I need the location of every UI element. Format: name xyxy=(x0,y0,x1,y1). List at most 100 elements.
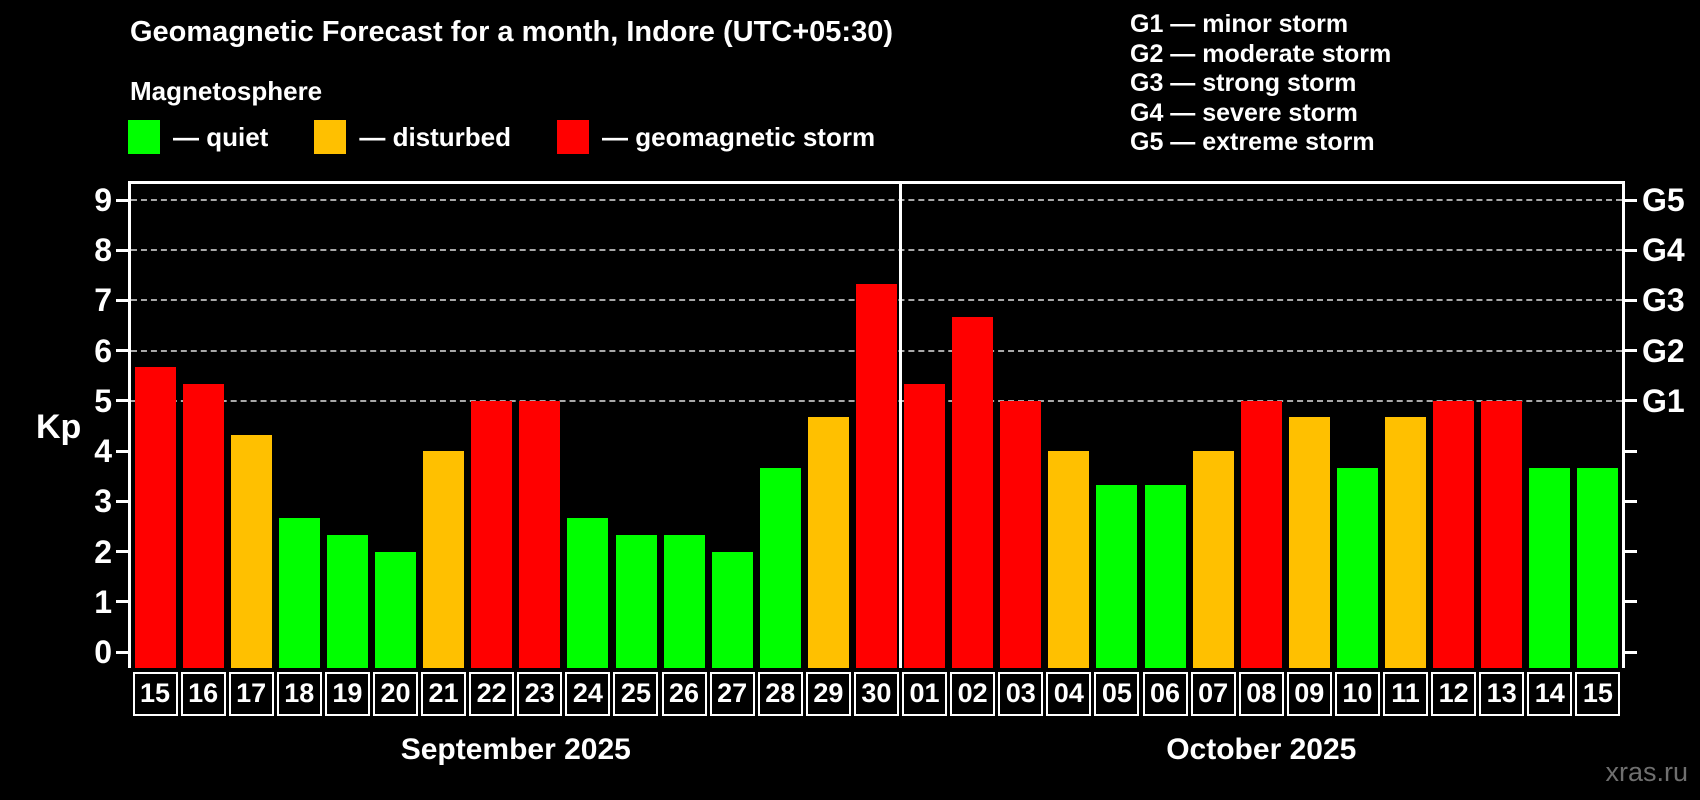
kp-bar-day-20 xyxy=(375,551,417,668)
day-cell-oct-03: 03 xyxy=(998,672,1044,716)
kp-bar-day-19 xyxy=(326,535,368,668)
kp-bar-day-02 xyxy=(952,317,994,668)
kp-bar-day-14 xyxy=(1529,467,1571,668)
day-cell-oct-10: 10 xyxy=(1334,672,1380,716)
legend-label-disturbed: — disturbed xyxy=(359,121,512,152)
grid-line-kp8 xyxy=(131,249,1622,252)
day-cell-sep-16: 16 xyxy=(180,672,226,716)
g-axis-label-g5: G5 xyxy=(1642,182,1685,219)
legend-item-quiet: — quiet xyxy=(128,120,268,154)
y-tick-left-8 xyxy=(116,248,128,252)
kp-bar-day-04 xyxy=(1048,451,1090,668)
plot-area xyxy=(131,184,1622,668)
day-cell-oct-07: 07 xyxy=(1190,672,1236,716)
day-cell-oct-13: 13 xyxy=(1479,672,1525,716)
kp-bar-day-21 xyxy=(423,451,465,668)
kp-bar-chart-plot xyxy=(128,181,1625,668)
kp-bar-day-12 xyxy=(1433,400,1475,668)
day-cell-sep-27: 27 xyxy=(709,672,755,716)
g-legend-line-g3: G3 — strong storm xyxy=(1130,69,1357,98)
day-cell-sep-22: 22 xyxy=(469,672,515,716)
day-cell-sep-29: 29 xyxy=(805,672,851,716)
legend-item-storm: — geomagnetic storm xyxy=(557,120,875,154)
day-cell-sep-26: 26 xyxy=(661,672,707,716)
kp-bar-day-15 xyxy=(134,367,176,668)
y-tick-label-7: 7 xyxy=(94,282,112,319)
kp-bar-day-27 xyxy=(711,551,753,668)
kp-bar-day-03 xyxy=(1000,400,1042,668)
y-tick-right-6 xyxy=(1625,349,1637,353)
g-axis-label-g3: G3 xyxy=(1642,282,1685,319)
day-cell-sep-15: 15 xyxy=(132,672,178,716)
y-tick-right-9 xyxy=(1625,198,1637,202)
kp-bar-day-01 xyxy=(904,384,946,668)
g-legend-line-g5: G5 — extreme storm xyxy=(1130,128,1375,157)
day-cell-oct-02: 02 xyxy=(950,672,996,716)
legend: — quiet — disturbed — geomagnetic storm xyxy=(128,120,875,154)
month-label-september: September 2025 xyxy=(400,733,631,766)
kp-bar-day-25 xyxy=(615,535,657,668)
day-cell-sep-17: 17 xyxy=(228,672,274,716)
kp-bar-day-08 xyxy=(1240,400,1282,668)
y-axis-title: Kp xyxy=(36,408,82,446)
day-cell-sep-25: 25 xyxy=(613,672,659,716)
y-tick-left-7 xyxy=(116,298,128,302)
y-tick-right-1 xyxy=(1625,600,1637,604)
day-cell-sep-24: 24 xyxy=(565,672,611,716)
kp-bar-day-10 xyxy=(1336,467,1378,668)
day-cell-sep-20: 20 xyxy=(372,672,418,716)
y-tick-right-2 xyxy=(1625,550,1637,554)
day-cell-sep-18: 18 xyxy=(276,672,322,716)
kp-bar-day-06 xyxy=(1144,484,1186,668)
y-tick-label-6: 6 xyxy=(94,332,112,369)
day-cell-sep-30: 30 xyxy=(853,672,899,716)
kp-bar-day-28 xyxy=(759,467,801,668)
y-tick-label-1: 1 xyxy=(94,583,112,620)
y-tick-right-3 xyxy=(1625,499,1637,503)
day-cell-oct-14: 14 xyxy=(1527,672,1573,716)
day-cell-oct-05: 05 xyxy=(1094,672,1140,716)
page-title: Geomagnetic Forecast for a month, Indore… xyxy=(130,16,894,48)
kp-bar-day-17 xyxy=(230,434,272,668)
day-cell-oct-01: 01 xyxy=(902,672,948,716)
day-cell-sep-28: 28 xyxy=(757,672,803,716)
day-cell-oct-09: 09 xyxy=(1286,672,1332,716)
kp-bar-day-22 xyxy=(471,400,513,668)
y-tick-label-5: 5 xyxy=(94,382,112,419)
g-axis-label-g2: G2 xyxy=(1642,332,1685,369)
y-tick-label-8: 8 xyxy=(94,232,112,269)
y-tick-left-9 xyxy=(116,198,128,202)
kp-bar-day-24 xyxy=(567,517,609,668)
y-tick-left-3 xyxy=(116,499,128,503)
g-axis-label-g4: G4 xyxy=(1642,232,1685,269)
kp-bar-day-15 xyxy=(1577,467,1619,668)
day-cell-oct-15: 15 xyxy=(1575,672,1621,716)
kp-bar-day-26 xyxy=(663,535,705,668)
legend-label-quiet: — quiet xyxy=(173,121,269,152)
legend-item-disturbed: — disturbed xyxy=(314,120,511,154)
month-label-october: October 2025 xyxy=(1166,733,1357,766)
quiet-color-swatch xyxy=(128,120,160,154)
disturbed-color-swatch xyxy=(314,120,347,154)
y-tick-label-3: 3 xyxy=(94,483,112,520)
y-tick-left-0 xyxy=(116,650,128,654)
day-cell-oct-04: 04 xyxy=(1046,672,1092,716)
day-cell-sep-19: 19 xyxy=(324,672,370,716)
y-tick-label-2: 2 xyxy=(94,533,112,570)
y-tick-right-0 xyxy=(1625,650,1637,654)
kp-bar-day-07 xyxy=(1192,451,1234,668)
xras-watermark: xras.ru xyxy=(1605,757,1688,787)
y-tick-right-8 xyxy=(1625,248,1637,252)
month-divider xyxy=(899,184,903,668)
g-legend-line-g1: G1 — minor storm xyxy=(1130,10,1349,38)
y-tick-left-6 xyxy=(116,349,128,353)
y-tick-left-1 xyxy=(116,600,128,604)
y-tick-left-2 xyxy=(116,550,128,554)
g-legend-line-g4: G4 — severe storm xyxy=(1130,98,1358,127)
y-tick-right-4 xyxy=(1625,449,1637,453)
kp-bar-day-29 xyxy=(807,417,849,668)
y-tick-left-5 xyxy=(116,399,128,403)
y-tick-label-4: 4 xyxy=(94,433,112,470)
day-cell-sep-23: 23 xyxy=(517,672,563,716)
